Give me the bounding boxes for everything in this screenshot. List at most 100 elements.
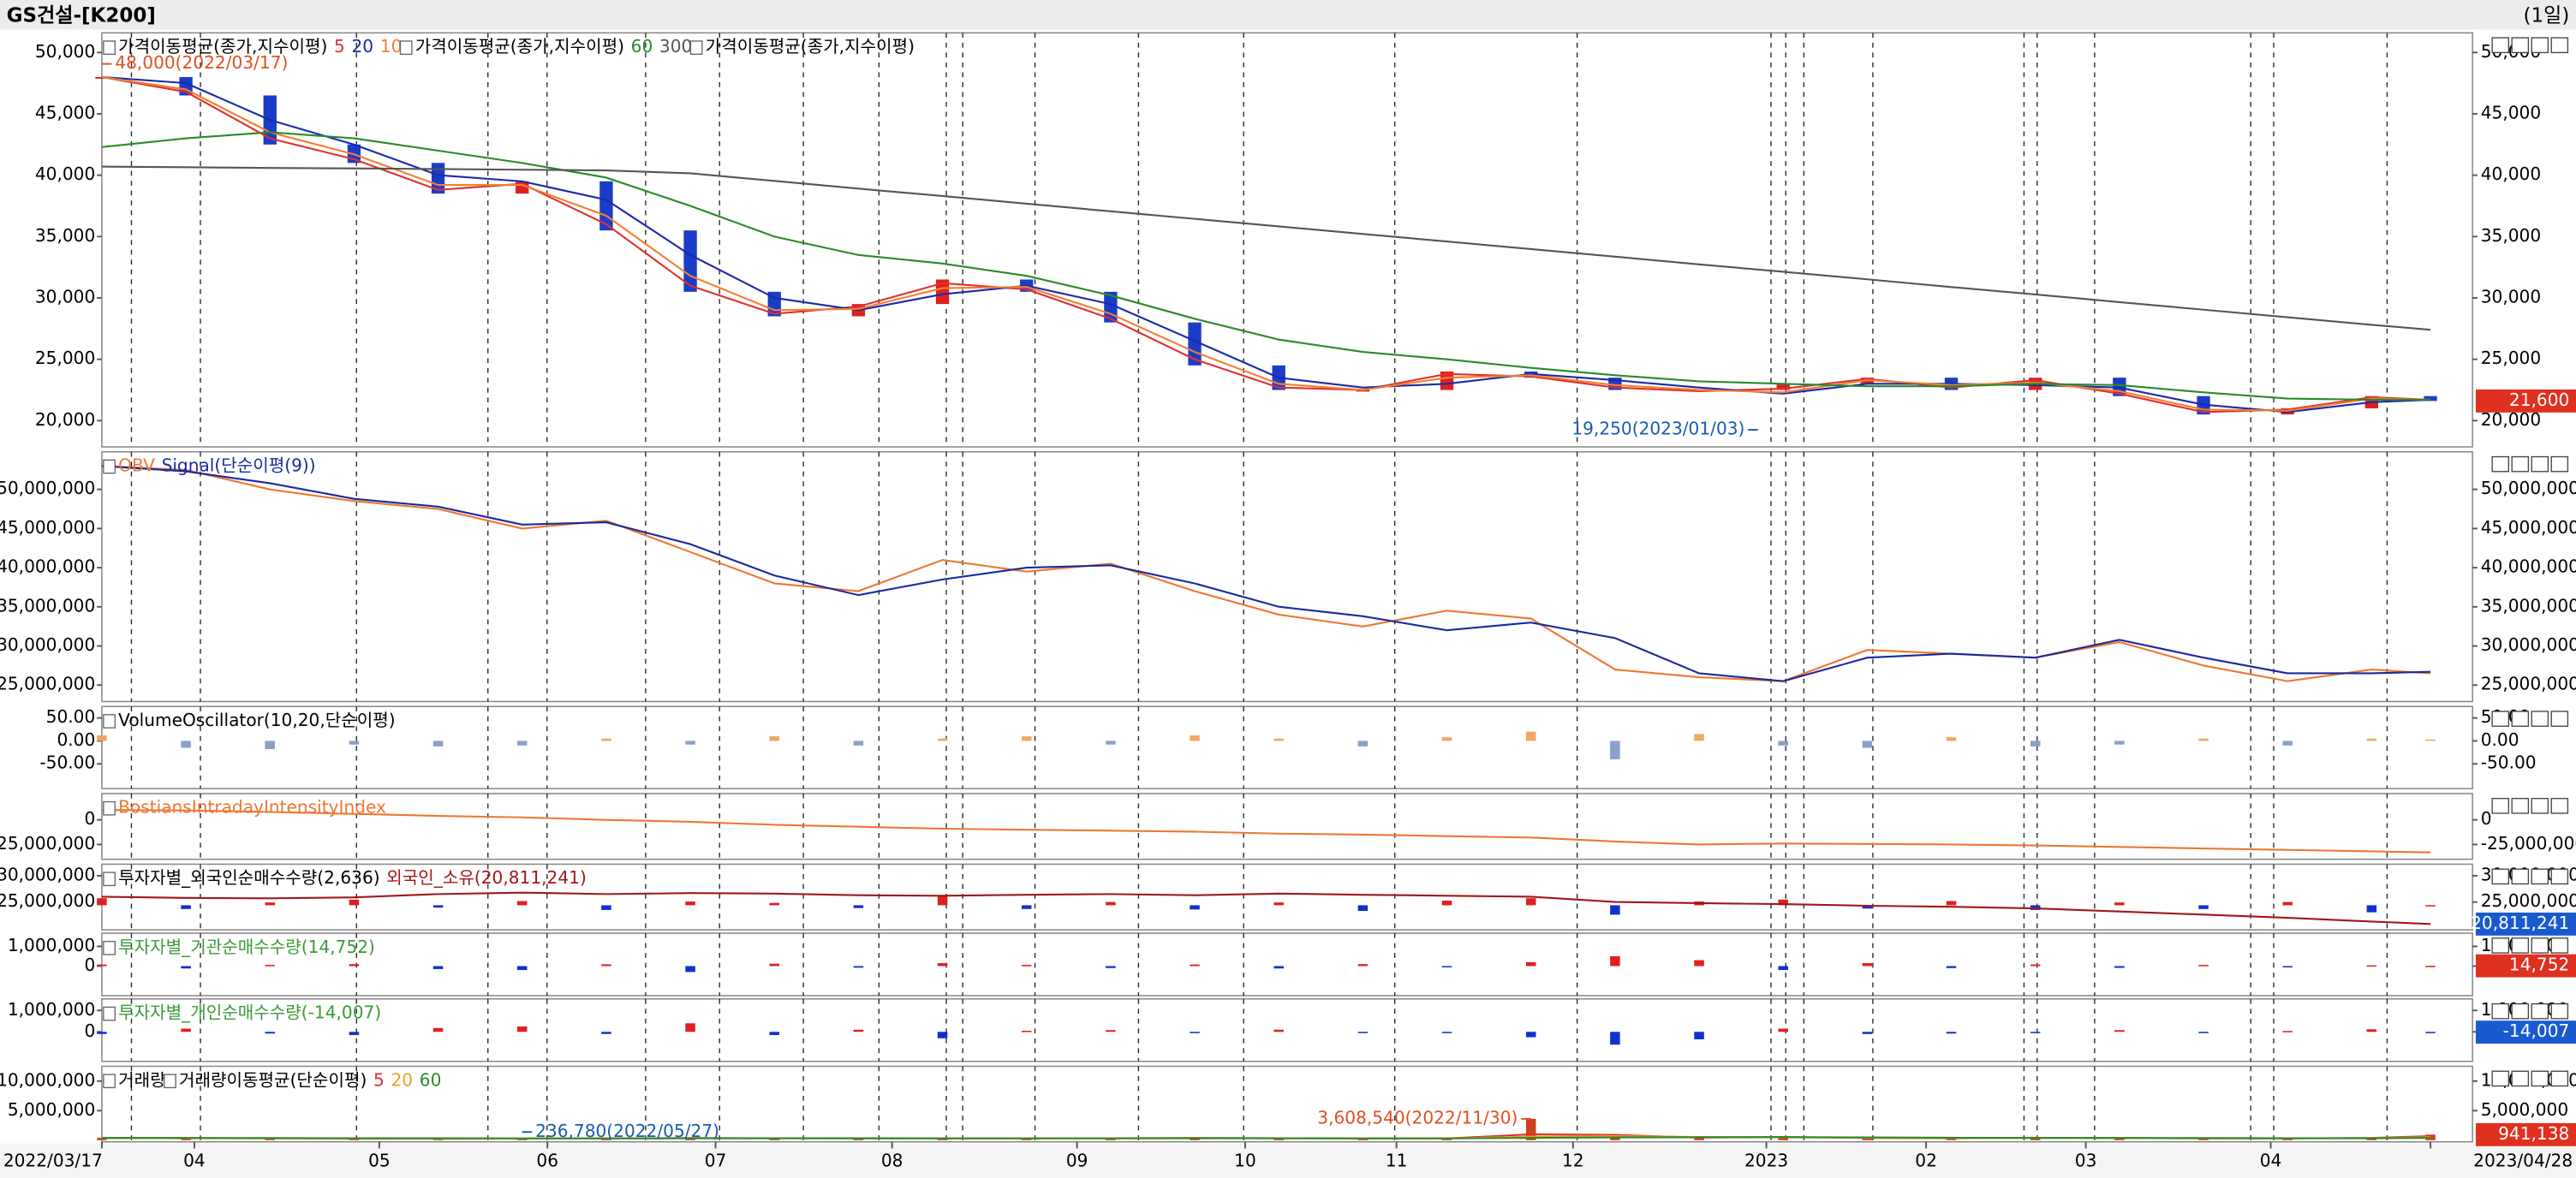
legend-text: 300 [659,36,692,57]
y-tick-label: 50.00 [46,706,96,727]
panel-button [2491,798,2510,814]
bar [769,902,779,906]
bar [1273,966,1284,969]
bar [1946,737,1957,741]
candle [1776,384,1790,390]
legend-text: OBV [118,455,155,476]
bar [2425,1032,2436,1033]
panel-button [2491,868,2510,885]
bar [1694,734,1704,741]
bar [1021,1031,1032,1032]
x-tick-label: 10 [1234,1150,1256,1170]
panel-button [2511,937,2530,954]
bar [1021,736,1032,741]
x-tick-label: 2023 [1744,1150,1788,1170]
panel-button [2491,1070,2510,1087]
x-tick-label: 2022/03/17 [3,1150,103,1170]
y-tick-label-right: -50.00 [2481,753,2537,773]
bar [1610,905,1620,915]
bar [349,964,360,967]
bar [2425,1134,2436,1140]
y-tick-label-right: 35,000,000 [2481,595,2576,616]
line [101,465,2431,682]
candle [1188,322,1202,366]
bar [1610,1137,1620,1140]
bar [2425,739,2436,741]
bar [2114,741,2125,745]
panel-button [2531,868,2549,885]
panel-button [2511,798,2530,814]
bar [517,966,528,971]
bar [601,1138,611,1140]
y-tick-label-right: 35,000 [2481,225,2541,246]
bar [685,1023,695,1032]
bar [1273,1029,1284,1032]
y-tick-label-right: 50,000,000 [2481,478,2576,498]
legend-icon [164,1074,176,1089]
legend-text: 가격이동평균(종가,지수이평) [706,36,915,57]
bar [1357,905,1368,912]
bar [2198,965,2209,967]
bar [685,741,695,745]
bar [1190,905,1200,910]
legend-text: 투자자별_개인순매수수량(-14,007) [118,1002,381,1023]
header-period: (1일) [2524,5,2570,27]
panel-button [2511,868,2530,885]
bar [1862,741,1873,748]
panel-button [2491,937,2510,954]
panel-button [2550,1070,2569,1087]
bar [97,898,107,906]
panel-button [2550,1002,2569,1020]
legend-icon [103,940,116,955]
bar [1441,1032,1452,1033]
bar [937,963,948,967]
bar [601,1032,611,1034]
bar [517,901,528,906]
bar [1946,966,1957,968]
panel-button [2550,937,2569,954]
bar [1441,1138,1452,1140]
bar [769,1032,779,1036]
bar [432,741,444,747]
legend-text: 60 [631,36,653,57]
bar [685,901,695,906]
annotation: 19,250(2023/01/03) [1571,419,1744,439]
legend-text: BostiansIntradayIntensityIndex [118,797,386,818]
annotation: 236,780(2022/05/27) [535,1121,719,1141]
bar [517,1139,528,1140]
bar [1525,898,1536,906]
legend-text: VolumeOscillator(10,20,단순이평) [118,710,396,730]
bar [265,1138,276,1140]
bar [517,1026,528,1032]
candle [1440,371,1454,390]
bar [2282,966,2293,968]
bar [2366,965,2377,967]
panel [101,705,2473,789]
bar [1441,966,1452,968]
y-tick-label-right: 25,000 [2481,348,2541,368]
legend-text: Signal(단순이평(9)) [162,455,316,476]
y-tick-label: 45,000,000 [0,517,95,538]
panel [101,932,2473,997]
legend-icon [689,40,703,56]
bar [1106,901,1116,906]
y-tick-label: 45,000 [35,102,95,122]
bar [769,1138,779,1140]
legend-text: 거래량 [118,1069,166,1090]
bar [1778,899,1788,906]
bar [1273,902,1284,906]
y-tick-label: 50,000,000 [0,478,95,498]
bar [97,735,107,741]
bar [265,1032,276,1034]
x-tick-label: 04 [183,1150,206,1170]
bar [1694,1138,1704,1140]
bar [1610,741,1620,759]
bar [97,1138,107,1140]
bar [1610,1032,1620,1045]
legend-text: 투자자별_기관순매수수량(14,752) [118,937,375,957]
bar [2366,905,2377,913]
bar [2282,901,2293,906]
panel-button [2531,937,2549,954]
bar [1946,1138,1957,1140]
